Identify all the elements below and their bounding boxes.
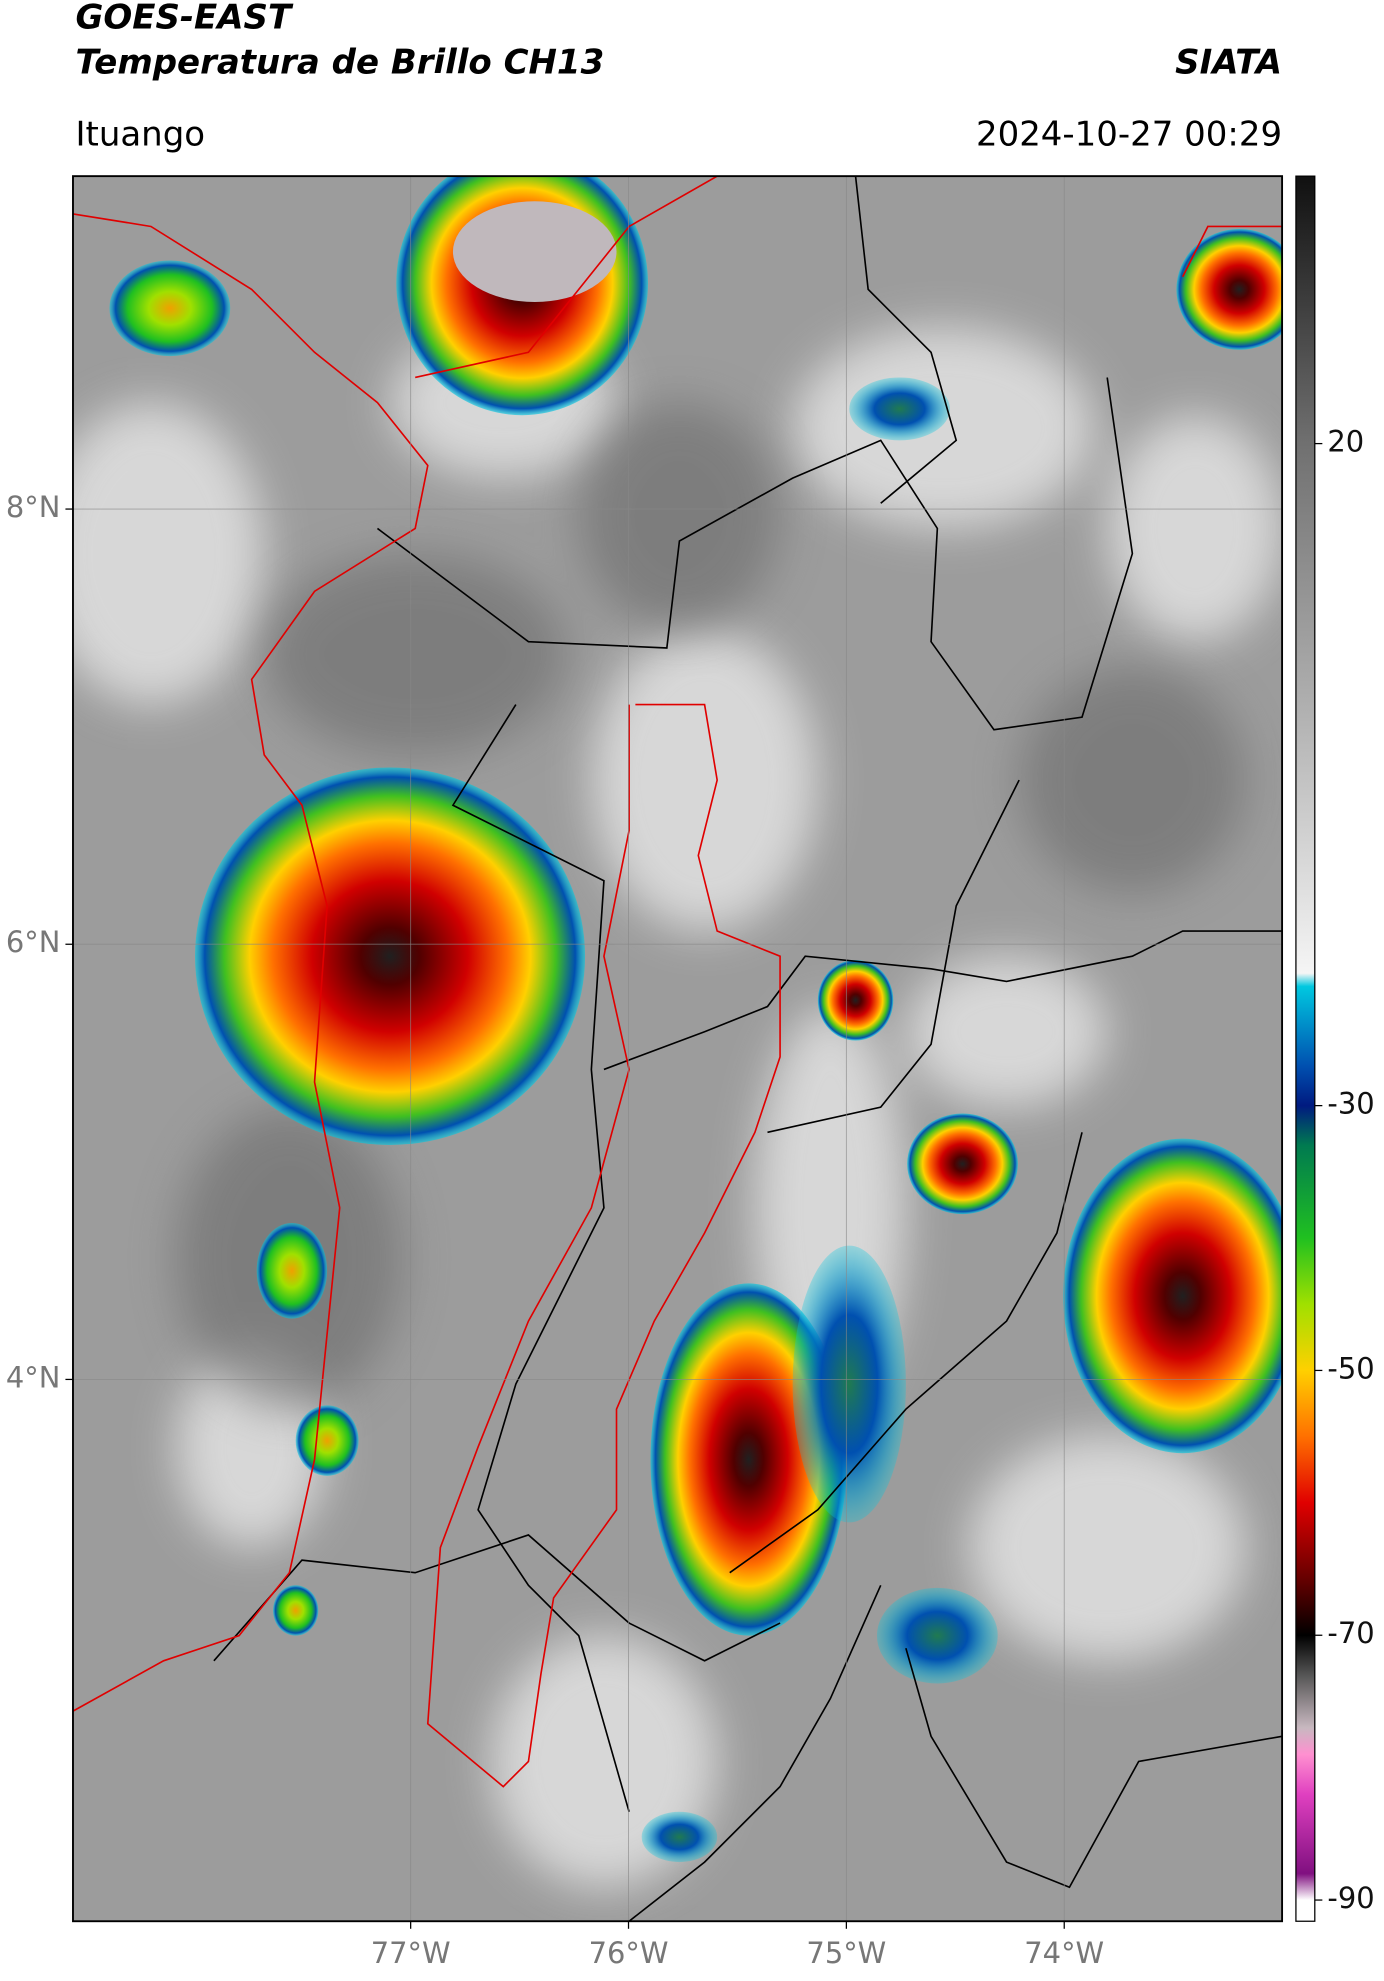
x-tick-label: 76°W <box>589 1936 669 1970</box>
colorbar-tick-label: -90 <box>1327 1881 1374 1915</box>
x-tick-label: 74°W <box>1024 1936 1104 1970</box>
colorbar-tick-label: -70 <box>1327 1616 1374 1650</box>
colorbar <box>1295 175 1316 1922</box>
y-tick-label: 6°N <box>6 925 61 959</box>
title: GOES-EAST <box>75 0 293 37</box>
y-tick-label: 4°N <box>6 1360 61 1394</box>
datetime: 2024-10-27 00:29 <box>976 114 1282 154</box>
map-frame <box>72 175 1284 1923</box>
x-tick-label: 75°W <box>806 1936 886 1970</box>
location: Ituango <box>75 114 205 154</box>
satellite-image <box>72 176 1283 1922</box>
subtitle: Temperatura de Brillo CH13 <box>75 43 604 83</box>
colorbar-tick-label: 20 <box>1327 425 1364 459</box>
y-tick-label: 8°N <box>6 490 61 524</box>
colorbar-tick-label: -30 <box>1327 1087 1374 1121</box>
colorbar-tick-label: -50 <box>1327 1351 1374 1385</box>
source: SIATA <box>1175 43 1282 83</box>
x-tick-label: 77°W <box>371 1936 451 1970</box>
